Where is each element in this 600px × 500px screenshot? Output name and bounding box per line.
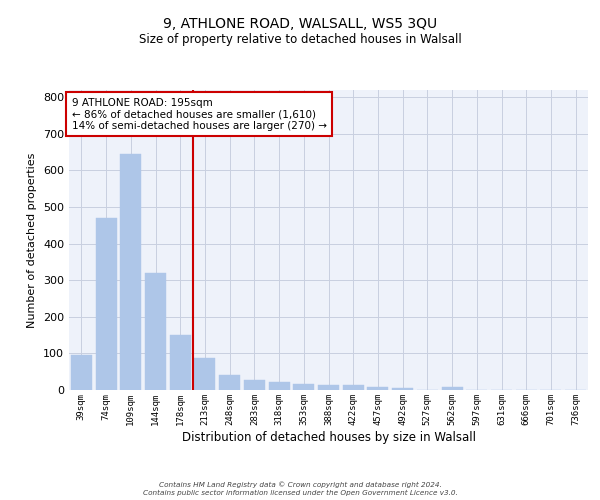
Text: Size of property relative to detached houses in Walsall: Size of property relative to detached ho… <box>139 32 461 46</box>
Y-axis label: Number of detached properties: Number of detached properties <box>28 152 37 328</box>
Text: 9, ATHLONE ROAD, WALSALL, WS5 3QU: 9, ATHLONE ROAD, WALSALL, WS5 3QU <box>163 18 437 32</box>
Bar <box>219 376 240 390</box>
Bar <box>95 218 116 390</box>
X-axis label: Distribution of detached houses by size in Walsall: Distribution of detached houses by size … <box>182 430 476 444</box>
Bar <box>269 382 290 390</box>
Text: Contains public sector information licensed under the Open Government Licence v3: Contains public sector information licen… <box>143 490 457 496</box>
Bar <box>194 358 215 390</box>
Bar <box>145 273 166 390</box>
Bar <box>71 355 92 390</box>
Bar <box>318 385 339 390</box>
Bar <box>442 387 463 390</box>
Bar <box>244 380 265 390</box>
Bar <box>170 335 191 390</box>
Bar <box>293 384 314 390</box>
Text: Contains HM Land Registry data © Crown copyright and database right 2024.: Contains HM Land Registry data © Crown c… <box>158 481 442 488</box>
Bar <box>120 154 141 390</box>
Bar <box>392 388 413 390</box>
Bar <box>367 387 388 390</box>
Text: 9 ATHLONE ROAD: 195sqm
← 86% of detached houses are smaller (1,610)
14% of semi-: 9 ATHLONE ROAD: 195sqm ← 86% of detached… <box>71 98 326 130</box>
Bar <box>343 385 364 390</box>
